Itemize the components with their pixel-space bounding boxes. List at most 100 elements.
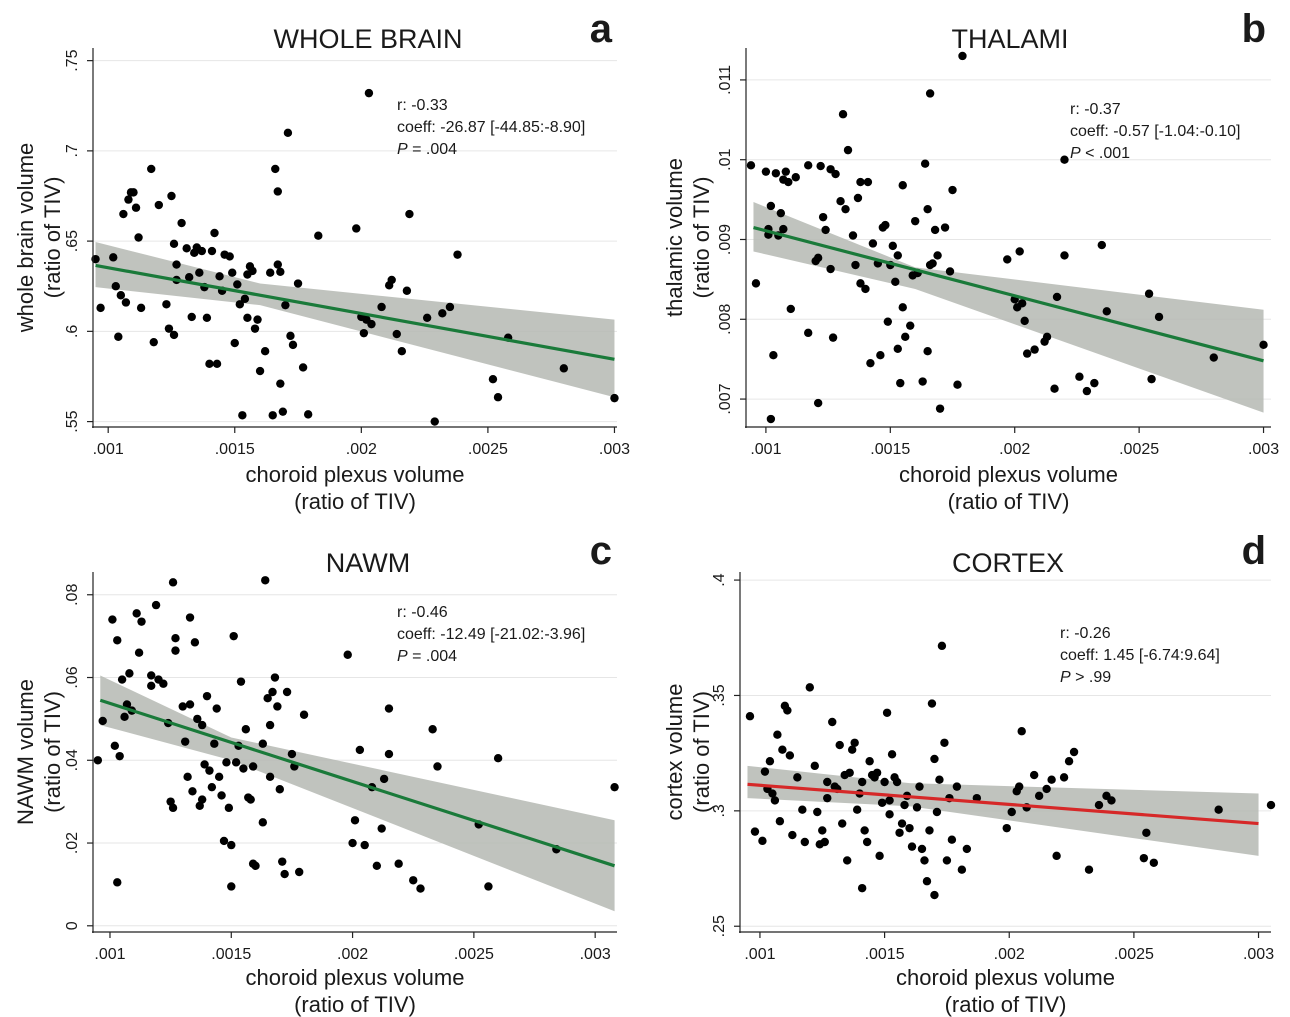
data-point (847, 745, 857, 754)
annotation-p-label: P (397, 648, 408, 665)
data-point (1142, 828, 1151, 837)
data-point (1064, 757, 1074, 766)
data-point (168, 578, 178, 587)
data-point (930, 754, 939, 764)
data-point (882, 708, 892, 717)
annotation-p-label: P (1070, 145, 1081, 162)
y-tick-label: .007 (717, 383, 734, 414)
data-point (222, 758, 231, 767)
annotation-p: P < .001 (1070, 145, 1130, 162)
data-point (758, 836, 767, 846)
data-point (219, 836, 229, 846)
data-point (768, 789, 777, 798)
data-point (810, 761, 819, 771)
x-tick-label: .002 (346, 441, 377, 458)
data-point (493, 393, 503, 402)
data-point (384, 749, 394, 759)
data-point (248, 762, 258, 771)
y-tick-label: .35 (711, 684, 728, 706)
annotation-coeff: coeff: 1.45 [-6.74:9.64] (1060, 647, 1220, 664)
data-point (1020, 316, 1029, 326)
data-point (168, 803, 178, 813)
data-point (1147, 374, 1156, 384)
data-point (409, 876, 418, 885)
x-tick-label: .003 (580, 946, 611, 963)
data-point (278, 857, 287, 866)
panel-title: THALAMI (951, 24, 1068, 54)
data-point (915, 782, 924, 791)
y-axis-label: (ratio of TIV) (40, 177, 65, 299)
data-point (804, 161, 813, 170)
data-point (778, 745, 787, 754)
data-point (771, 169, 781, 178)
data-point (188, 787, 197, 796)
data-point (856, 279, 865, 288)
x-tick-label: .001 (750, 441, 781, 458)
data-point (109, 253, 118, 262)
annotation-r: r: -0.33 (397, 97, 448, 114)
data-point (876, 350, 885, 360)
data-point (1102, 307, 1111, 316)
data-point (935, 404, 945, 413)
x-tick-label: .0015 (865, 946, 905, 963)
data-point (271, 164, 280, 174)
data-point (791, 173, 800, 182)
x-tick-label: .003 (1248, 441, 1279, 458)
data-point (298, 363, 308, 372)
data-point (1209, 353, 1218, 362)
data-point (848, 231, 858, 240)
data-point (314, 231, 323, 240)
data-point (397, 347, 407, 356)
data-point (343, 650, 352, 659)
data-point (110, 741, 120, 750)
x-tick-label: .001 (93, 441, 124, 458)
data-point (281, 300, 290, 310)
data-point (958, 51, 967, 61)
x-axis-label: (ratio of TIV) (294, 992, 416, 1017)
y-tick-label: .01 (717, 148, 734, 170)
data-point (828, 717, 837, 727)
data-point (162, 300, 171, 309)
data-point (177, 218, 186, 228)
data-point (1084, 865, 1094, 874)
data-point (937, 641, 947, 651)
data-point (169, 239, 179, 249)
panel-a: .001 .0015 .002 .0025 .003 .55 .6 .65 .7 .75 WHOLE… (13, 7, 630, 514)
data-point (273, 187, 282, 196)
panel-c: .001 .0015 .002 .0025 .003 0 .02 .04 .06 .08 NAWM c… (13, 529, 619, 1017)
data-point (1090, 378, 1099, 388)
data-point (905, 823, 914, 833)
data-point (348, 838, 357, 848)
data-point (877, 798, 887, 807)
x-axis-label: choroid plexus volume (899, 462, 1118, 487)
x-tick-label: .001 (744, 946, 775, 963)
data-point (866, 358, 875, 368)
annotation-p: P = .004 (397, 141, 457, 158)
x-tick-label: .0015 (211, 946, 251, 963)
data-point (278, 407, 288, 416)
data-point (137, 617, 146, 626)
data-point (932, 807, 942, 817)
data-point (923, 347, 932, 356)
data-point (430, 417, 439, 426)
data-point (379, 774, 389, 784)
data-point (197, 720, 207, 730)
data-point (169, 330, 179, 340)
data-point (167, 191, 176, 201)
data-point (360, 840, 369, 850)
data-point (248, 266, 257, 276)
x-tick-label: .002 (999, 441, 1030, 458)
data-point (888, 241, 898, 251)
data-point (947, 835, 957, 844)
x-tick-label: .001 (94, 946, 125, 963)
y-axis-label: (ratio of TIV) (689, 177, 714, 299)
y-tick-label: .75 (64, 49, 81, 71)
data-point (1052, 292, 1062, 302)
data-point (1034, 791, 1044, 801)
data-point (769, 350, 778, 360)
data-point (760, 767, 770, 776)
data-point (147, 671, 156, 680)
data-point (129, 188, 138, 197)
data-point (178, 702, 187, 711)
